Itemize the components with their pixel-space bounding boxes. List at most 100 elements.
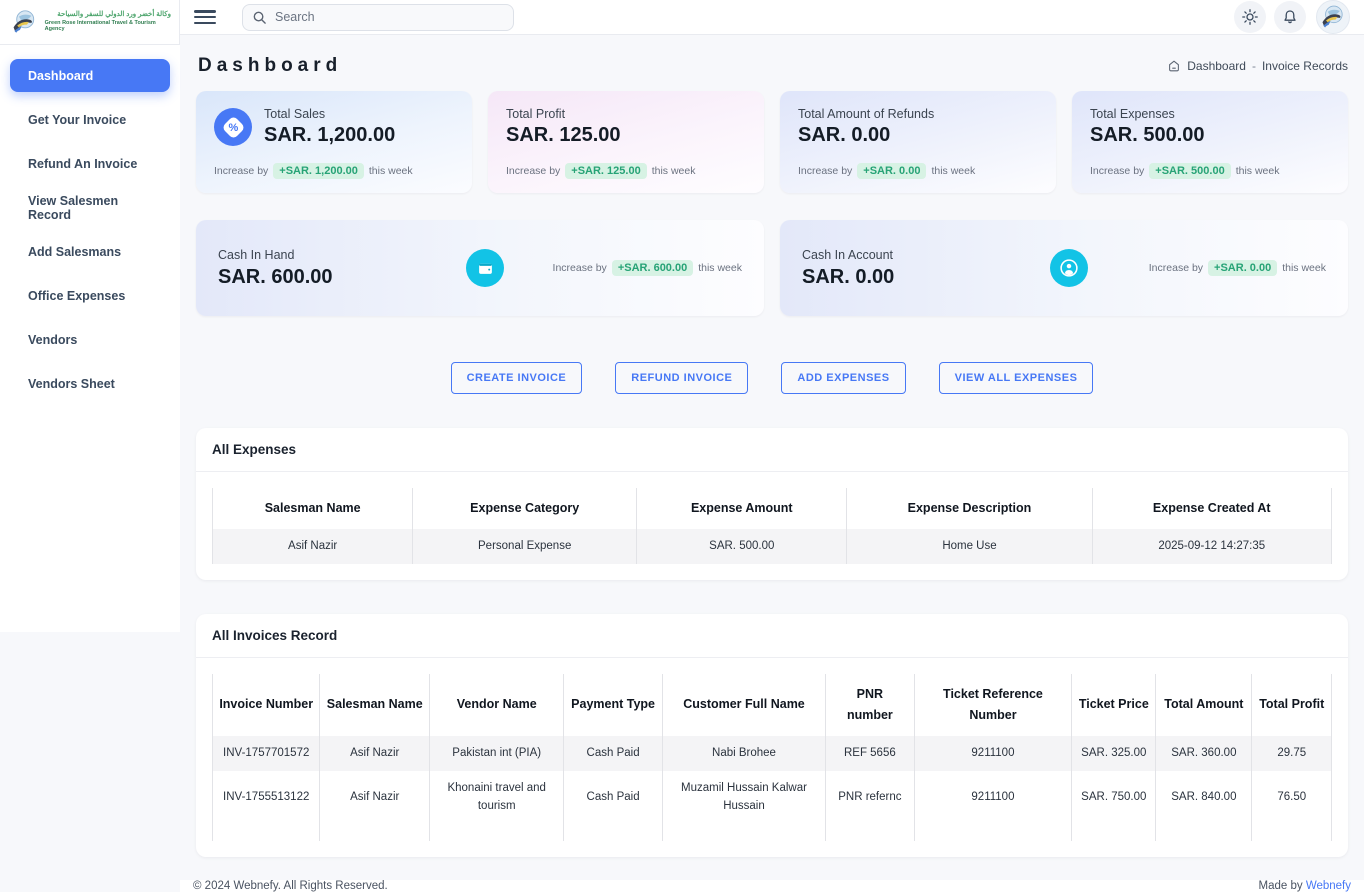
cash-value: SAR. 600.00 bbox=[218, 265, 333, 288]
sidebar-item-refund-an-invoice[interactable]: Refund An Invoice bbox=[10, 147, 170, 180]
column-header: Ticket Price bbox=[1071, 673, 1157, 737]
table-cell: Asif Nazir bbox=[211, 529, 414, 564]
all-invoices-card: All Invoices Record Invoice Number Sales… bbox=[196, 613, 1348, 858]
wallet-icon bbox=[466, 249, 505, 287]
table-cell: PNR refernc bbox=[825, 770, 915, 842]
all-expenses-title: All Expenses bbox=[196, 428, 1348, 472]
column-header: Expense Created At bbox=[1091, 488, 1332, 530]
stat-value: SAR. 500.00 bbox=[1090, 124, 1205, 146]
sidebar-item-office-expenses[interactable]: Office Expenses bbox=[10, 279, 170, 312]
stat-title: Total Sales bbox=[264, 107, 326, 121]
brand-name-arabic: وكالة أخضر ورد الدولي للسفر والسياحة bbox=[57, 10, 171, 18]
cash-increase: Increase by +SAR. 0.00 this week bbox=[1148, 260, 1326, 276]
content: Dashboard Dashboard - Invoice Records % bbox=[180, 35, 1364, 858]
column-header: Payment Type bbox=[563, 673, 663, 737]
main-column: Dashboard Dashboard - Invoice Records % bbox=[180, 0, 1364, 892]
add-expenses-button[interactable]: ADD EXPENSES bbox=[781, 362, 906, 394]
sidebar-menu: Dashboard Get Your Invoice Refund An Inv… bbox=[0, 45, 180, 411]
table-row: Asif Nazir Personal Expense SAR. 500.00 Hom… bbox=[211, 529, 1332, 564]
table-cell: Cash Paid bbox=[563, 770, 663, 842]
table-cell: Khonaini travel and tourism bbox=[429, 770, 565, 842]
cash-title: Cash In Account bbox=[802, 247, 894, 262]
sidebar-item-label: Add Salesmans bbox=[28, 244, 122, 259]
create-invoice-button[interactable]: CREATE INVOICE bbox=[450, 362, 583, 394]
cash-in-hand-card: Cash In Hand SAR. 600.00 bbox=[196, 220, 764, 316]
avatar-emblem-icon bbox=[1322, 5, 1343, 28]
sidebar-item-label: Vendors bbox=[28, 332, 78, 347]
column-header: Customer Full Name bbox=[661, 673, 827, 737]
sidebar-item-dashboard[interactable]: Dashboard bbox=[10, 59, 170, 92]
stat-increase: Increase by +SAR. 125.00 this week bbox=[506, 163, 696, 179]
avatar[interactable] bbox=[1316, 0, 1350, 34]
notifications-button[interactable] bbox=[1274, 1, 1306, 33]
breadcrumb: Dashboard - Invoice Records bbox=[1167, 59, 1348, 73]
refund-invoice-button[interactable]: REFUND INVOICE bbox=[615, 362, 749, 394]
sidebar-item-label: Dashboard bbox=[28, 68, 94, 83]
brand-logo[interactable]: وكالة أخضر ورد الدولي للسفر والسياحة Gre… bbox=[0, 0, 180, 45]
table-row: INV-1757701572 Asif Nazir Pakistan int (PI… bbox=[211, 736, 1332, 771]
table-cell: 2025-09-12 14:27:35 bbox=[1091, 529, 1332, 564]
table-cell: Cash Paid bbox=[563, 736, 663, 771]
stats-row: % Total Sales SAR. 1,200.00 Increase by … bbox=[196, 91, 1348, 193]
sidebar: وكالة أخضر ورد الدولي للسفر والسياحة Gre… bbox=[0, 0, 180, 632]
stat-title: Total Amount of Refunds bbox=[798, 107, 935, 121]
breadcrumb-separator: - bbox=[1251, 59, 1256, 73]
table-cell: SAR. 325.00 bbox=[1071, 736, 1157, 771]
view-all-expenses-button[interactable]: VIEW ALL EXPENSES bbox=[938, 362, 1094, 394]
column-header: Expense Amount bbox=[636, 488, 848, 530]
stat-title: Total Expenses bbox=[1090, 107, 1175, 121]
footer-webnefy-link[interactable]: Webnefy bbox=[1305, 880, 1351, 892]
sidebar-item-vendors-sheet[interactable]: Vendors Sheet bbox=[10, 367, 170, 400]
table-cell: INV-1755513122 bbox=[211, 770, 321, 842]
stat-value: SAR. 1,200.00 bbox=[264, 124, 396, 146]
increase-badge: +SAR. 0.00 bbox=[857, 163, 927, 179]
increase-badge: +SAR. 0.00 bbox=[1208, 260, 1278, 276]
sidebar-item-view-salesmen-record[interactable]: View Salesmen Record bbox=[10, 191, 170, 224]
increase-badge: +SAR. 600.00 bbox=[611, 260, 694, 276]
table-cell: SAR. 750.00 bbox=[1071, 770, 1157, 842]
table-header-row: Salesman Name Expense Category Expense A… bbox=[211, 488, 1332, 530]
table-cell: Home Use bbox=[846, 529, 1093, 564]
all-expenses-card: All Expenses Salesman Name Expense Categ… bbox=[196, 428, 1348, 580]
table-cell: 9211100 bbox=[913, 770, 1073, 842]
table-cell: REF 5656 bbox=[825, 736, 915, 771]
stat-card-total-sales: % Total Sales SAR. 1,200.00 Increase by … bbox=[196, 91, 472, 193]
footer-credit: Made by Webnefy bbox=[1258, 880, 1352, 892]
brand-name: وكالة أخضر ورد الدولي للسفر والسياحة Gre… bbox=[45, 11, 171, 34]
breadcrumb-dashboard[interactable]: Dashboard bbox=[1187, 59, 1246, 73]
table-cell: 76.50 bbox=[1251, 770, 1332, 842]
column-header: Salesman Name bbox=[319, 673, 431, 737]
stat-value: SAR. 125.00 bbox=[506, 124, 621, 146]
home-icon bbox=[1169, 60, 1180, 72]
breadcrumb-current: Invoice Records bbox=[1261, 59, 1348, 73]
all-invoices-title: All Invoices Record bbox=[196, 614, 1348, 658]
cash-row: Cash In Hand SAR. 600.00 bbox=[196, 220, 1348, 316]
footer: © 2024 Webnefy. All Rights Reserved. Mad… bbox=[180, 880, 1364, 892]
sidebar-item-get-your-invoice[interactable]: Get Your Invoice bbox=[10, 103, 170, 136]
cash-increase: Increase by +SAR. 600.00 this week bbox=[552, 260, 742, 276]
column-header: PNR number bbox=[825, 673, 915, 737]
search-input[interactable] bbox=[242, 3, 514, 31]
sidebar-item-label: View Salesmen Record bbox=[28, 193, 119, 222]
table-cell: 9211100 bbox=[913, 736, 1073, 771]
table-cell: Muzamil Hussain Kalwar Hussain bbox=[661, 770, 827, 842]
theme-toggle-button[interactable] bbox=[1234, 1, 1266, 33]
cash-title: Cash In Hand bbox=[218, 247, 295, 262]
table-row: INV-1755513122 Asif Nazir Khonaini travel … bbox=[211, 770, 1332, 842]
search-box bbox=[242, 3, 514, 31]
sidebar-item-label: Vendors Sheet bbox=[28, 376, 115, 391]
column-header: Invoice Number bbox=[211, 673, 321, 737]
stat-value: SAR. 0.00 bbox=[798, 124, 891, 146]
sidebar-item-add-salesmans[interactable]: Add Salesmans bbox=[10, 235, 170, 268]
cash-value: SAR. 0.00 bbox=[802, 265, 895, 288]
stat-increase: Increase by +SAR. 500.00 this week bbox=[1090, 163, 1280, 179]
sidebar-item-label: Get Your Invoice bbox=[28, 112, 127, 127]
table-cell: Asif Nazir bbox=[319, 736, 431, 771]
sidebar-item-vendors[interactable]: Vendors bbox=[10, 323, 170, 356]
menu-icon[interactable] bbox=[194, 10, 216, 24]
actions-row: CREATE INVOICE REFUND INVOICE ADD EXPENS… bbox=[196, 362, 1348, 394]
table-cell: SAR. 360.00 bbox=[1155, 736, 1253, 771]
table-cell: SAR. 500.00 bbox=[636, 529, 848, 564]
footer-copyright: © 2024 Webnefy. All Rights Reserved. bbox=[193, 880, 388, 892]
